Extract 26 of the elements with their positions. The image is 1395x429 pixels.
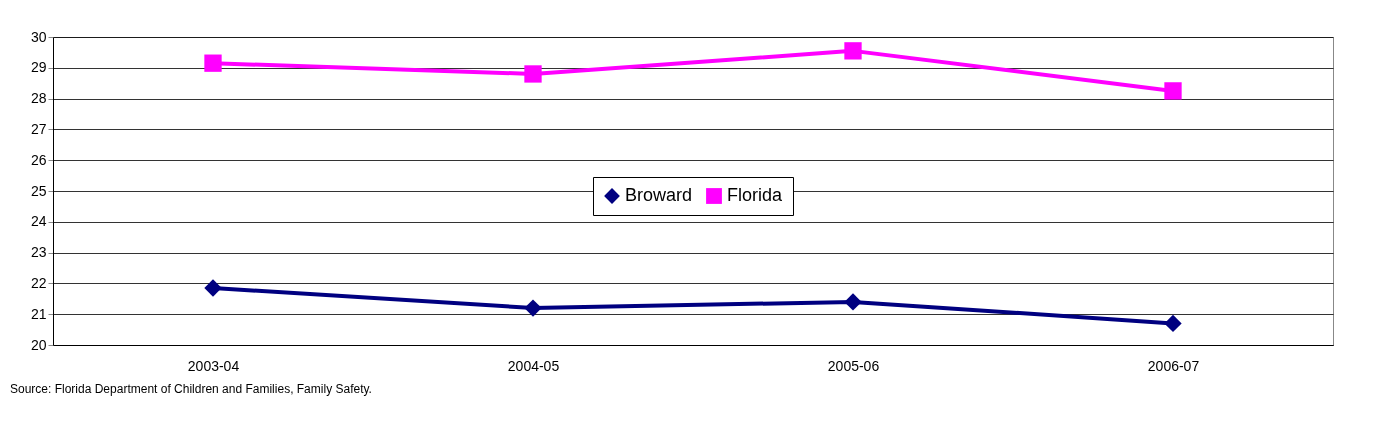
source-note: Source: Florida Department of Children and Families, Family Safety.	[10, 382, 373, 396]
point	[1164, 314, 1182, 333]
x-tick-label: 2004-05	[507, 357, 560, 374]
legend-label: Florida	[727, 185, 784, 205]
x-tick-label: 2006-07	[1147, 357, 1200, 374]
y-tick-label: 30	[30, 28, 47, 45]
y-tick-label: 28	[30, 90, 47, 107]
point	[204, 279, 222, 297]
y-tick-label: 20	[30, 336, 47, 353]
point	[524, 65, 542, 83]
point	[844, 42, 862, 60]
y-tick-label: 22	[30, 274, 47, 291]
y-tick-label: 29	[30, 59, 47, 76]
point	[204, 54, 222, 72]
x-tick-label: 2005-06	[827, 357, 880, 374]
point	[844, 293, 862, 311]
y-tick-label: 26	[30, 151, 47, 168]
y-tick-label: 27	[30, 120, 47, 137]
y-tick-label: 21	[30, 305, 47, 322]
y-tick-label: 23	[30, 244, 47, 261]
y-tick-label: 24	[30, 213, 47, 230]
y-tick-label: 25	[30, 182, 47, 199]
point	[1164, 82, 1182, 100]
x-tick-label: 2003-04	[187, 357, 240, 374]
point	[524, 299, 542, 317]
legend-label: Broward	[625, 185, 693, 205]
